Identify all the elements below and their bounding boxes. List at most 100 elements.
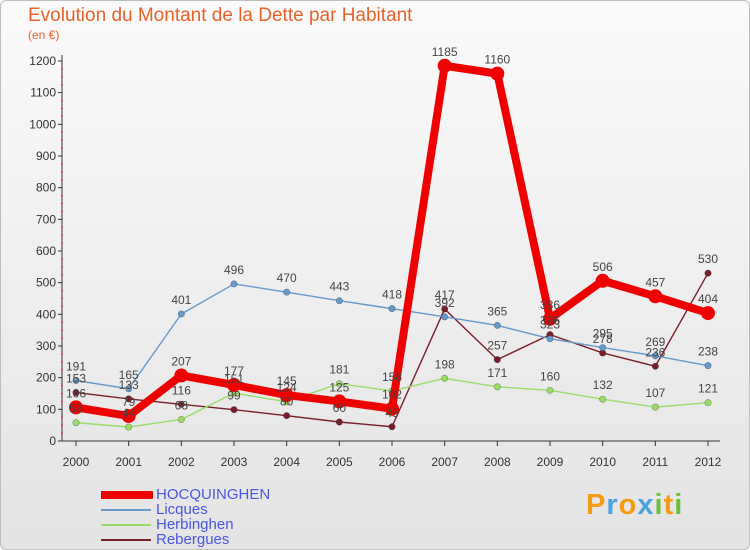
y-tick-label: 300 bbox=[36, 339, 56, 353]
data-label-rebergues: 45 bbox=[385, 406, 399, 420]
data-label-hocquinghen: 1185 bbox=[432, 45, 458, 59]
y-tick-label: 1000 bbox=[29, 117, 56, 131]
data-point-hocquinghen bbox=[385, 401, 399, 416]
data-label-herbinghen: 151 bbox=[224, 372, 244, 386]
data-label-herbinghen: 68 bbox=[175, 398, 189, 412]
logo-letter: t bbox=[663, 489, 675, 521]
data-label-licques: 269 bbox=[645, 335, 665, 349]
data-label-herbinghen: 198 bbox=[435, 357, 455, 371]
data-label-hocquinghen: 145 bbox=[277, 374, 297, 388]
y-tick-label: 500 bbox=[36, 276, 56, 290]
data-label-hocquinghen: 106 bbox=[66, 386, 86, 400]
data-label-licques: 191 bbox=[66, 360, 86, 374]
legend-swatch bbox=[101, 491, 153, 499]
x-tick-label: 2010 bbox=[589, 455, 616, 469]
data-point-licques bbox=[546, 335, 554, 343]
x-tick-label: 2012 bbox=[695, 455, 722, 469]
data-label-rebergues: 417 bbox=[435, 288, 455, 302]
data-label-licques: 401 bbox=[171, 293, 191, 307]
data-label-licques: 496 bbox=[224, 263, 244, 277]
data-point-herbinghen bbox=[335, 380, 343, 388]
data-label-licques: 323 bbox=[540, 318, 560, 332]
x-tick-label: 2006 bbox=[379, 455, 406, 469]
data-label-rebergues: 133 bbox=[119, 378, 139, 392]
data-point-licques bbox=[441, 313, 449, 321]
y-tick-label: 900 bbox=[36, 149, 56, 163]
data-point-licques bbox=[177, 310, 185, 318]
data-point-hocquinghen bbox=[174, 368, 189, 383]
data-label-herbinghen: 160 bbox=[540, 369, 560, 383]
data-label-rebergues: 153 bbox=[66, 372, 86, 386]
data-point-herbinghen bbox=[125, 423, 133, 431]
logo-letter: P bbox=[586, 489, 607, 521]
data-label-rebergues: 278 bbox=[593, 332, 613, 346]
data-label-herbinghen: 58 bbox=[69, 402, 83, 416]
data-point-hocquinghen bbox=[543, 311, 557, 326]
data-point-hocquinghen bbox=[490, 66, 505, 81]
data-label-licques: 365 bbox=[487, 304, 507, 318]
data-label-hocquinghen: 404 bbox=[698, 292, 718, 306]
y-tick-label: 800 bbox=[36, 181, 56, 195]
data-label-hocquinghen: 79 bbox=[122, 395, 136, 409]
data-label-herbinghen: 121 bbox=[698, 382, 718, 396]
data-point-hocquinghen bbox=[69, 400, 83, 415]
y-tick-label: 600 bbox=[36, 244, 56, 258]
data-point-rebergues bbox=[388, 423, 396, 431]
data-point-licques bbox=[651, 352, 659, 360]
data-point-hocquinghen bbox=[701, 306, 715, 321]
data-label-herbinghen: 132 bbox=[593, 378, 613, 392]
chart-subtitle: (en €) bbox=[28, 28, 60, 42]
data-label-rebergues: 257 bbox=[487, 339, 507, 353]
data-point-herbinghen bbox=[599, 395, 607, 403]
chart-title: Evolution du Montant de la Dette par Hab… bbox=[28, 5, 413, 26]
data-point-herbinghen bbox=[441, 374, 449, 382]
data-point-hocquinghen bbox=[279, 388, 294, 403]
y-tick-label: 0 bbox=[49, 434, 56, 448]
proxiti-logo: Proxiti bbox=[586, 489, 683, 522]
data-point-rebergues bbox=[230, 406, 238, 414]
x-tick-label: 2001 bbox=[115, 455, 142, 469]
series-layer bbox=[69, 58, 715, 431]
data-label-hocquinghen: 102 bbox=[382, 388, 402, 402]
data-label-licques: 165 bbox=[119, 368, 139, 382]
data-point-herbinghen bbox=[72, 419, 80, 427]
y-tick-label: 200 bbox=[36, 371, 56, 385]
data-label-rebergues: 236 bbox=[645, 345, 665, 359]
data-point-hocquinghen bbox=[437, 58, 452, 73]
data-label-herbinghen: 124 bbox=[277, 381, 297, 395]
x-tick-label: 2009 bbox=[537, 455, 564, 469]
legend-label: Licques bbox=[156, 501, 208, 518]
legend-label: HOCQUINGHEN bbox=[156, 486, 271, 503]
data-label-licques: 470 bbox=[277, 271, 297, 285]
data-point-licques bbox=[230, 280, 238, 288]
data-label-herbinghen: 44 bbox=[122, 406, 136, 420]
logo-letter: r bbox=[606, 489, 619, 521]
data-point-licques bbox=[283, 288, 291, 296]
data-point-rebergues bbox=[651, 362, 659, 370]
data-label-hocquinghen: 457 bbox=[645, 275, 665, 289]
legend-label: Rebergues bbox=[156, 531, 230, 548]
logo-letter: x bbox=[637, 489, 655, 521]
data-point-herbinghen bbox=[651, 403, 659, 411]
data-label-hocquinghen: 386 bbox=[540, 298, 560, 312]
data-point-herbinghen bbox=[546, 386, 554, 394]
data-label-licques: 418 bbox=[382, 288, 402, 302]
data-label-hocquinghen: 207 bbox=[171, 354, 191, 368]
x-tick-label: 2004 bbox=[273, 455, 300, 469]
data-label-herbinghen: 107 bbox=[645, 386, 665, 400]
x-tick-label: 2005 bbox=[326, 455, 353, 469]
data-label-herbinghen: 181 bbox=[329, 363, 349, 377]
x-tick-label: 2011 bbox=[642, 455, 668, 469]
y-tick-label: 100 bbox=[36, 402, 56, 416]
data-label-hocquinghen: 1160 bbox=[484, 53, 510, 67]
data-point-licques bbox=[335, 297, 343, 305]
data-point-licques bbox=[125, 385, 133, 393]
data-point-herbinghen bbox=[704, 399, 712, 407]
data-point-hocquinghen bbox=[121, 408, 136, 423]
legend-swatch bbox=[101, 539, 151, 541]
data-label-hocquinghen: 177 bbox=[224, 364, 244, 378]
data-point-rebergues bbox=[72, 389, 80, 397]
x-tick-label: 2000 bbox=[63, 455, 90, 469]
data-point-hocquinghen bbox=[332, 394, 347, 409]
